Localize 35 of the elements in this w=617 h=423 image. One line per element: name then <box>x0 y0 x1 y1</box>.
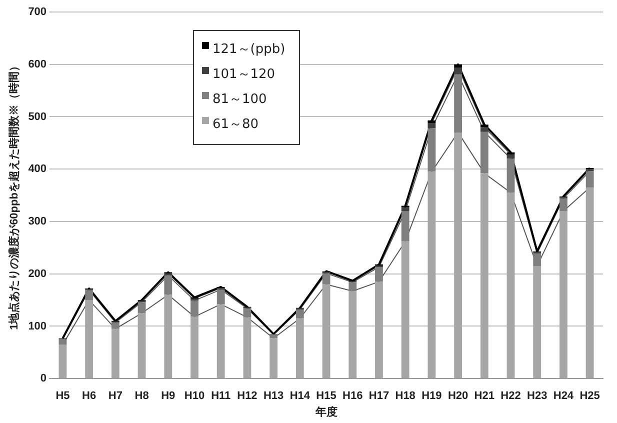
legend-label: 101～120 <box>212 66 276 83</box>
x-tick-label: H5 <box>56 390 70 402</box>
x-tick-label: H21 <box>474 390 494 402</box>
y-tick-label: 600 <box>28 58 47 70</box>
legend-label: 81～100 <box>212 91 267 108</box>
x-tick-label: H8 <box>134 390 149 402</box>
x-tick-label: H22 <box>500 390 521 402</box>
x-tick-label: H10 <box>184 390 205 402</box>
x-tick-label: H9 <box>161 390 176 402</box>
x-tick-label: H14 <box>290 390 311 402</box>
y-tick-label: 300 <box>28 216 47 228</box>
x-tick-label: H15 <box>316 390 336 402</box>
y-axis-title: 1地点あたりの濃度が60ppbを超えた時間数※（時間） <box>8 60 21 330</box>
x-axis-title: 年度 <box>314 405 338 418</box>
y-tick-label: 400 <box>28 163 47 176</box>
x-tick-label: H7 <box>108 390 122 402</box>
x-tick-label: H20 <box>448 390 468 402</box>
x-tick-label: H25 <box>580 390 600 402</box>
legend-label: 121～(ppb) <box>212 41 286 58</box>
x-tick-label: H18 <box>395 390 416 402</box>
x-tick-label: H19 <box>422 390 442 402</box>
y-tick-label: 500 <box>28 110 47 123</box>
x-tick-label: H12 <box>237 390 258 402</box>
y-tick-label: 200 <box>28 268 47 280</box>
x-tick-label: H6 <box>82 390 96 402</box>
x-tick-label: H17 <box>368 390 390 402</box>
x-tick-label: H13 <box>263 390 284 402</box>
x-tick-label: H23 <box>527 390 548 402</box>
x-tick-label: H16 <box>342 390 363 402</box>
y-tick-label: 100 <box>28 320 47 332</box>
x-tick-label: H11 <box>211 390 231 402</box>
legend-label: 61～80 <box>212 116 259 133</box>
y-tick-label: 0 <box>40 372 47 385</box>
y-tick-label: 700 <box>28 6 47 18</box>
x-tick-label: H24 <box>553 390 574 402</box>
